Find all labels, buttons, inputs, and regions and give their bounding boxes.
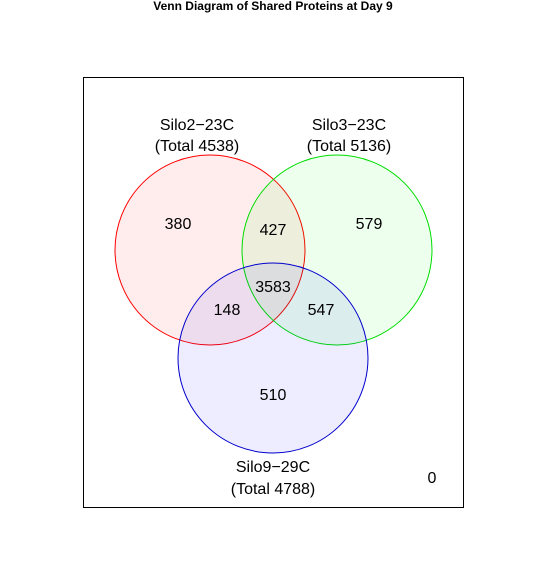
region-count-silo9-only: 510 bbox=[260, 387, 287, 404]
region-count-silo3-silo9: 547 bbox=[308, 302, 335, 319]
set-label-silo2-23c: Silo2−23C bbox=[160, 117, 234, 134]
region-count-silo2-silo9: 148 bbox=[214, 302, 241, 319]
set-label-silo9-29c: Silo9−29C bbox=[236, 459, 310, 476]
region-count-all-three: 3583 bbox=[255, 279, 291, 296]
set-total-silo3-23c: (Total 5136) bbox=[307, 138, 392, 155]
set-total-silo9-29c: (Total 4788) bbox=[231, 481, 316, 498]
region-count-silo3-only: 579 bbox=[356, 216, 383, 233]
set-label-silo3-23c: Silo3−23C bbox=[312, 117, 386, 134]
set-total-silo2-23c: (Total 4538) bbox=[155, 138, 240, 155]
chart-title: Venn Diagram of Shared Proteins at Day 9 bbox=[153, 0, 393, 13]
region-count-silo2-only: 380 bbox=[165, 216, 192, 233]
region-count-silo2-silo3: 427 bbox=[260, 222, 287, 239]
region-count-none: 0 bbox=[428, 470, 437, 487]
